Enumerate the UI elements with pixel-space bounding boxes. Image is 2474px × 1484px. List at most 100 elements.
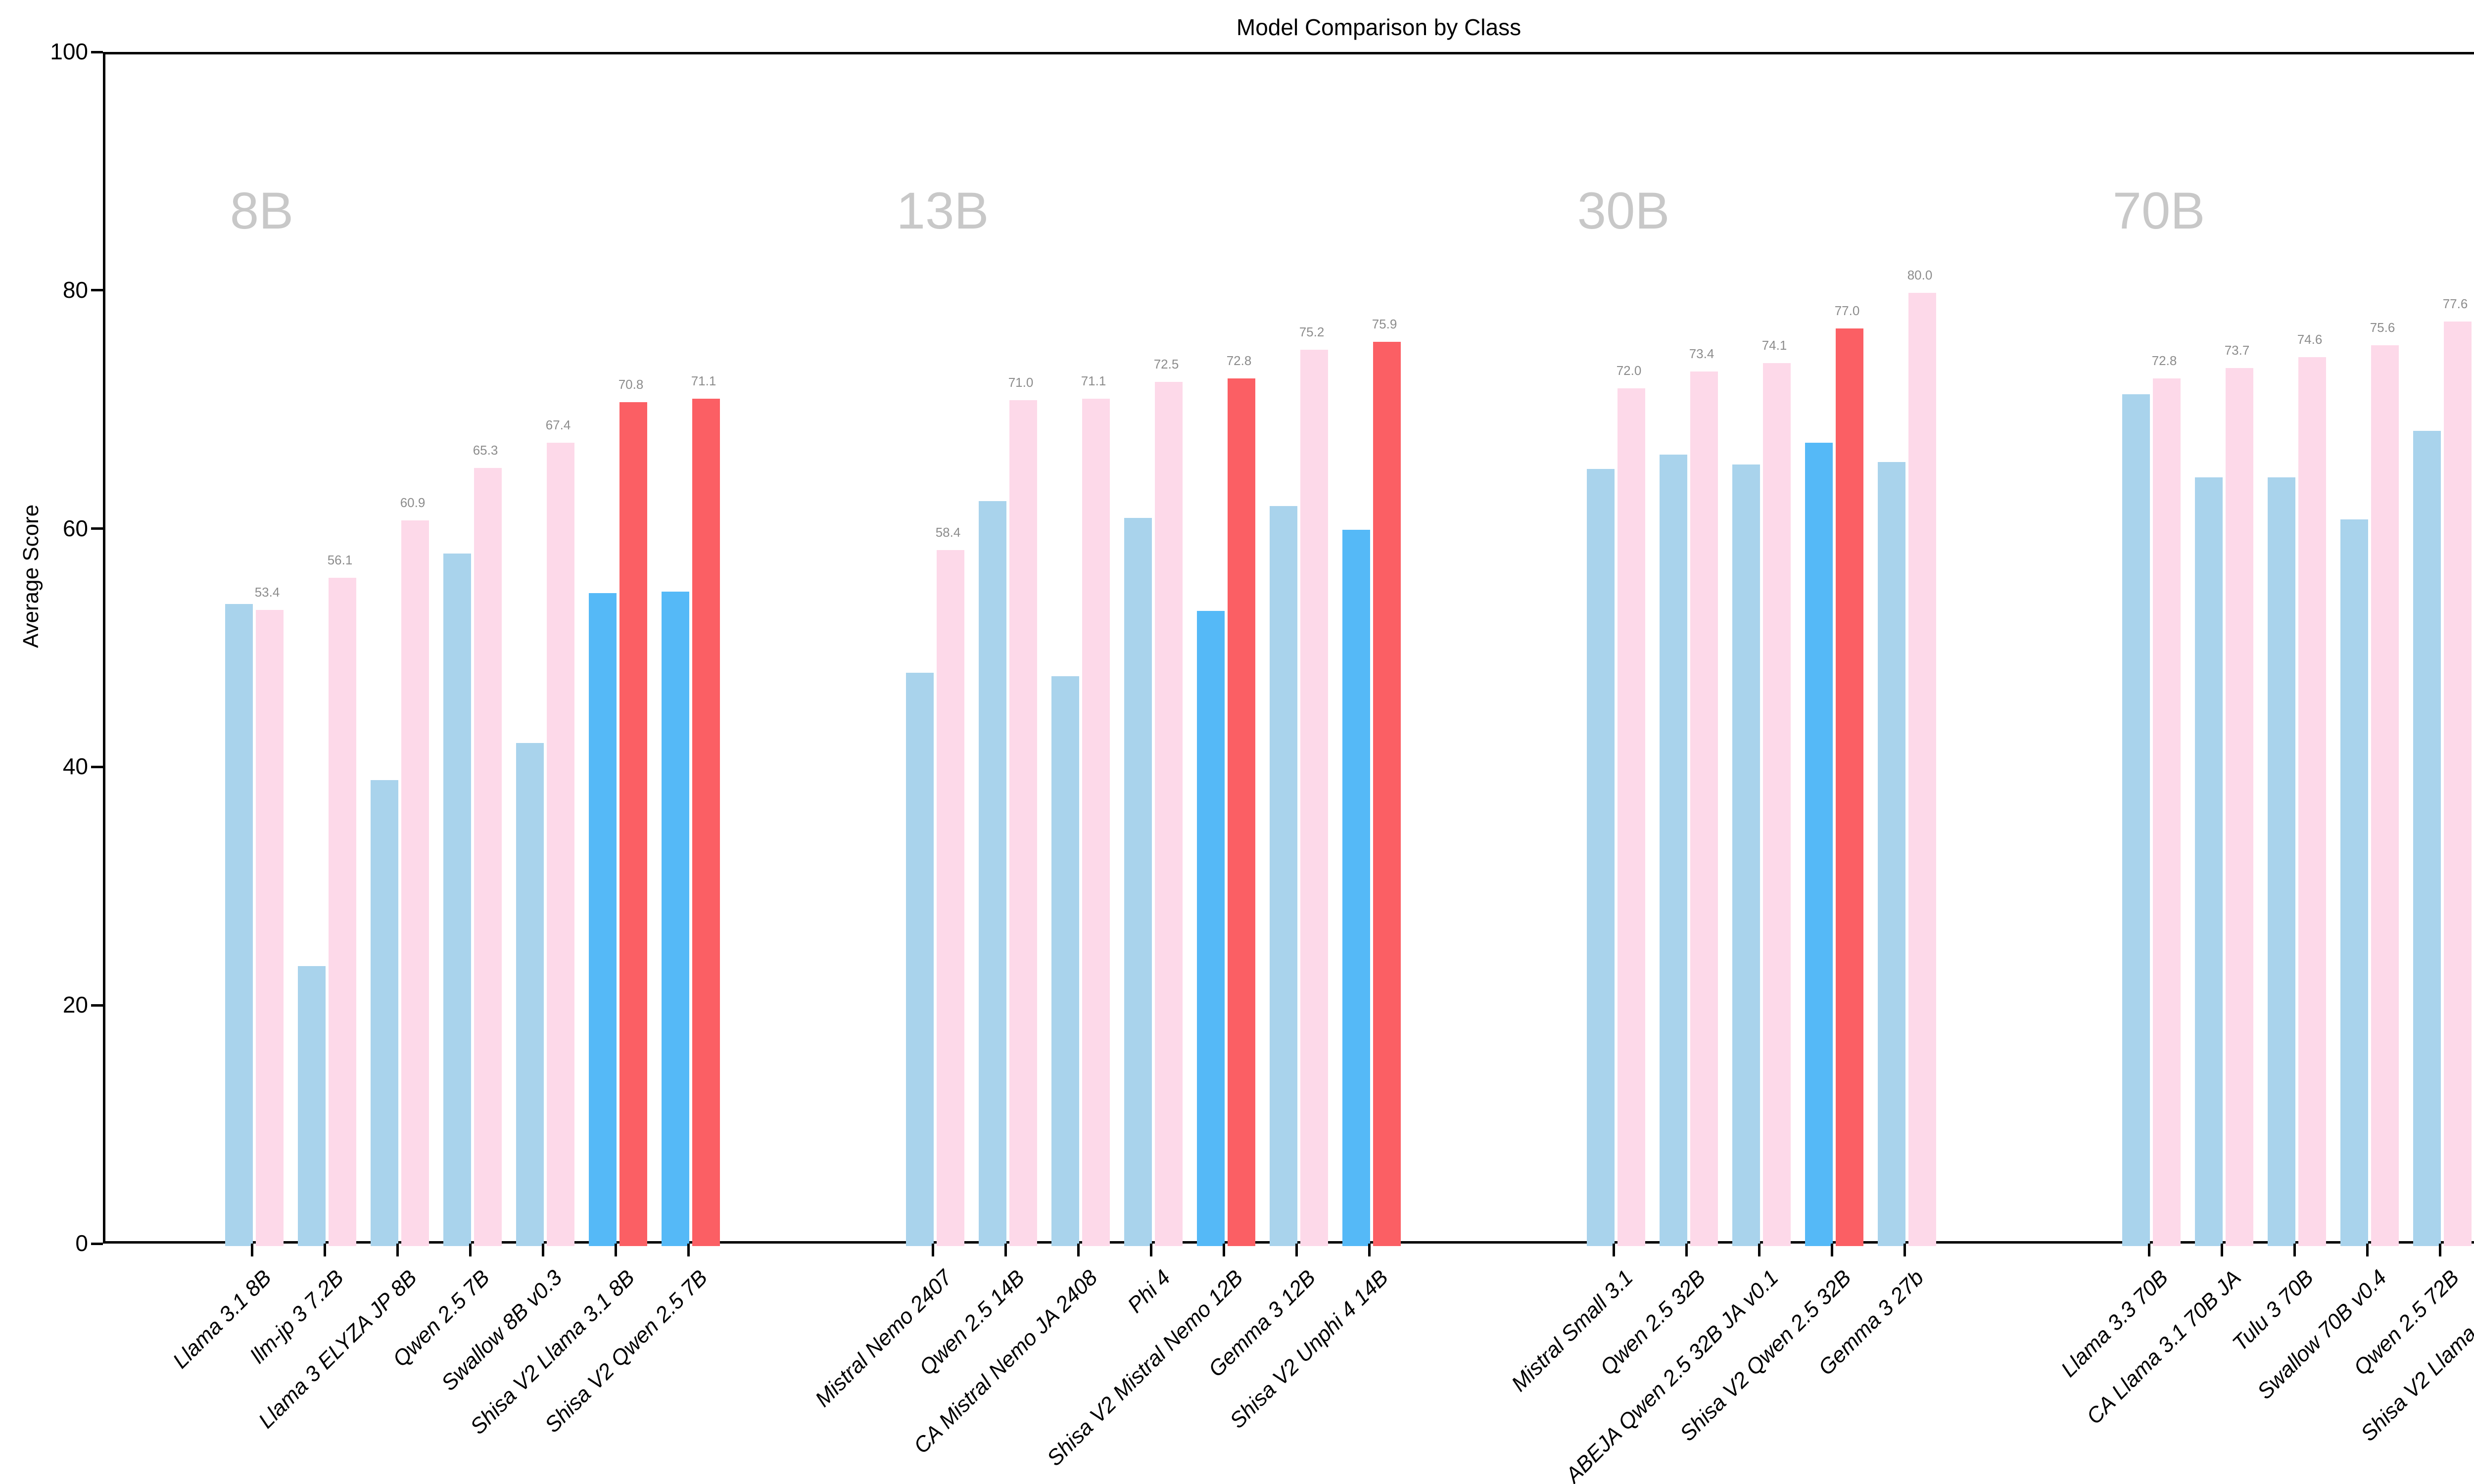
x-tick-label: Swallow 8B v0.3 [436, 1265, 567, 1395]
y-tick-mark [91, 527, 103, 530]
bar-en [1342, 530, 1370, 1246]
group-heading: 13B [896, 182, 989, 240]
bar-value-label: 75.2 [1299, 325, 1325, 340]
y-tick-label: 100 [50, 39, 88, 64]
bar-ja [329, 577, 356, 1246]
bar-value-label: 72.0 [1616, 363, 1642, 378]
chart-title: Model Comparison by Class [1236, 14, 1522, 40]
bar-value-label: 71.0 [1008, 374, 1034, 390]
bar-ja [937, 550, 964, 1246]
bar-value-label: 71.1 [1081, 373, 1106, 389]
bar-value-label: 60.9 [400, 495, 426, 510]
x-tick-mark [1903, 1244, 1906, 1256]
bar-ja [474, 467, 502, 1246]
bar-ja [2226, 368, 2253, 1246]
x-tick-mark [396, 1244, 399, 1256]
group-heading: 70B [2112, 182, 2205, 240]
bar-en [225, 603, 253, 1246]
bar-value-label: 53.4 [254, 584, 280, 600]
bar-value-label: 71.1 [691, 373, 716, 389]
y-tick-mark [91, 1004, 103, 1007]
bar-ja [2298, 357, 2326, 1246]
bar-ja [2444, 321, 2472, 1246]
bar-value-label: 73.4 [1689, 346, 1714, 361]
bar-ja [2153, 378, 2181, 1246]
x-tick-mark [1222, 1244, 1225, 1256]
y-tick-label: 40 [62, 753, 88, 780]
y-tick-label: 80 [62, 277, 88, 303]
bar-ja [401, 520, 429, 1246]
bar-ja [1763, 363, 1791, 1246]
x-tick-mark [1295, 1244, 1298, 1256]
y-tick-mark [91, 289, 103, 292]
bar-en [906, 673, 934, 1246]
bar-en [1124, 518, 1152, 1246]
x-tick-mark [1830, 1244, 1833, 1256]
bar-ja [619, 402, 647, 1246]
bar-en [589, 593, 617, 1246]
bar-value-label: 73.7 [2224, 342, 2250, 358]
bar-value-label: 70.8 [618, 377, 644, 392]
y-tick-label: 60 [62, 515, 88, 541]
bar-ja [1836, 328, 1863, 1246]
x-tick-mark [1612, 1244, 1615, 1256]
bar-en [1878, 462, 1905, 1246]
y-tick-label: 20 [62, 992, 88, 1018]
bar-ja [1618, 388, 1645, 1246]
y-tick-label: 0 [75, 1230, 88, 1256]
bar-value-label: 65.3 [473, 442, 498, 458]
bar-ja [1908, 292, 1936, 1246]
bar-value-label: 72.8 [2151, 353, 2177, 369]
x-tick-mark [2438, 1244, 2441, 1256]
x-tick-mark [1685, 1244, 1688, 1256]
x-tick-label: Phi 4 [1123, 1265, 1175, 1318]
x-tick-mark [2293, 1244, 2296, 1256]
bar-en [371, 780, 398, 1246]
bar-ja [1300, 350, 1328, 1246]
y-tick-mark [91, 1242, 103, 1245]
bar-value-label: 56.1 [327, 552, 353, 567]
bar-en [1805, 443, 1833, 1246]
bar-ja [1009, 400, 1037, 1246]
bar-ja [1082, 399, 1110, 1246]
x-tick-label: Mistral Small 3.1 [1507, 1265, 1638, 1396]
bar-en [1732, 464, 1760, 1246]
y-tick-mark [91, 765, 103, 768]
x-tick-mark [1368, 1244, 1371, 1256]
bar-value-label: 75.9 [1372, 316, 1397, 331]
bar-ja [1155, 382, 1183, 1246]
bar-ja [547, 443, 574, 1246]
bar-ja [692, 399, 720, 1246]
bar-ja [2371, 345, 2399, 1246]
bar-value-label: 77.0 [1834, 303, 1860, 319]
bar-en [1197, 611, 1225, 1246]
bar-ja [1228, 378, 1255, 1246]
x-tick-mark [1758, 1244, 1760, 1256]
x-tick-mark [250, 1244, 253, 1256]
bar-en [516, 743, 544, 1246]
bar-en [1587, 469, 1615, 1246]
x-tick-mark [931, 1244, 934, 1256]
x-tick-mark [2147, 1244, 2150, 1256]
x-tick-mark [2220, 1244, 2223, 1256]
plot-area [103, 52, 2474, 1246]
x-tick-mark [2366, 1244, 2369, 1256]
bar-en [2195, 477, 2223, 1246]
bar-ja [256, 609, 284, 1246]
bar-en [2122, 394, 2150, 1246]
bar-en [2413, 431, 2441, 1246]
x-tick-mark [1004, 1244, 1007, 1256]
x-tick-mark [469, 1244, 472, 1256]
bar-en [1660, 455, 1687, 1246]
bar-value-label: 75.6 [2370, 320, 2395, 335]
bar-value-label: 58.4 [935, 525, 961, 540]
bar-value-label: 72.5 [1153, 357, 1179, 372]
bar-value-label: 77.6 [2442, 296, 2468, 311]
bar-en [979, 501, 1006, 1246]
bar-ja [1690, 371, 1718, 1246]
x-tick-label: Swallow 70B v0.4 [2252, 1265, 2391, 1404]
bar-en [1270, 506, 1297, 1246]
group-heading: 8B [230, 182, 294, 240]
group-heading: 30B [1577, 182, 1670, 240]
